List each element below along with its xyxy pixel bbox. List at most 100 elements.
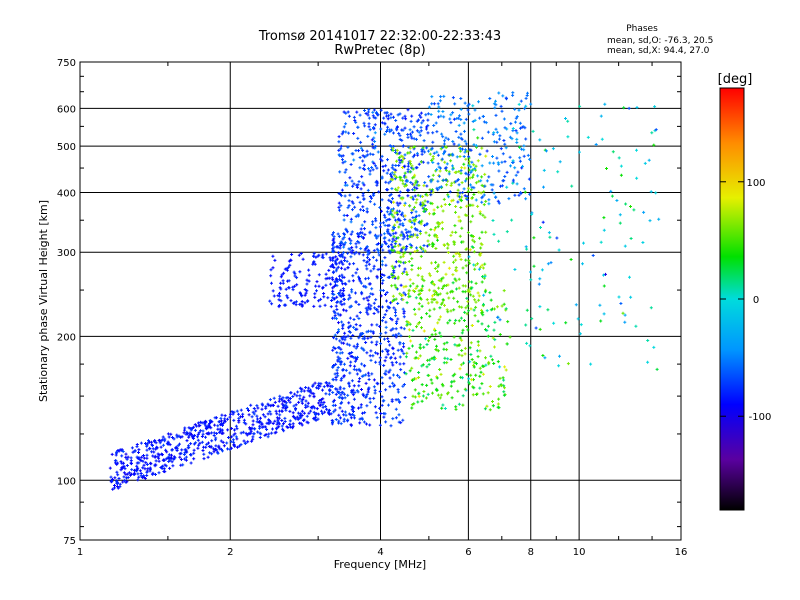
- data-point: [172, 455, 176, 459]
- data-point: [401, 144, 405, 148]
- data-point: [502, 139, 506, 142]
- data-point: [407, 328, 411, 332]
- data-point: [435, 269, 439, 273]
- data-point: [484, 199, 488, 203]
- data-point: [229, 446, 233, 450]
- data-point: [417, 302, 421, 306]
- data-point: [378, 362, 382, 366]
- data-point: [347, 326, 351, 330]
- data-point: [397, 194, 401, 198]
- data-point: [168, 466, 172, 470]
- data-point: [366, 253, 370, 257]
- data-point: [423, 249, 427, 253]
- data-point: [477, 190, 481, 194]
- data-point: [472, 193, 476, 196]
- data-point: [451, 374, 455, 378]
- data-point: [141, 475, 145, 479]
- data-point: [422, 139, 426, 143]
- data-point: [367, 374, 371, 378]
- data-point: [442, 260, 446, 264]
- data-point: [496, 360, 500, 364]
- data-point: [372, 378, 376, 382]
- data-point: [360, 346, 364, 350]
- data-point: [334, 362, 338, 366]
- data-point: [213, 423, 217, 427]
- data-point: [369, 329, 373, 333]
- data-point: [430, 297, 434, 301]
- data-point: [439, 302, 443, 306]
- data-points: [108, 91, 661, 491]
- data-point: [171, 436, 174, 439]
- data-point: [480, 200, 484, 204]
- data-point: [451, 167, 455, 171]
- data-point: [179, 458, 183, 461]
- data-point: [392, 167, 396, 171]
- data-point: [466, 289, 470, 293]
- data-point: [360, 175, 364, 179]
- data-point: [623, 313, 627, 317]
- data-point: [436, 179, 440, 183]
- data-point: [184, 458, 188, 462]
- data-point: [530, 212, 534, 216]
- data-point: [467, 168, 471, 172]
- data-point: [459, 363, 463, 367]
- data-point: [357, 384, 361, 388]
- data-point: [373, 202, 377, 206]
- data-point: [459, 118, 463, 121]
- data-point: [490, 188, 494, 192]
- data-point: [345, 342, 349, 346]
- data-point: [348, 351, 352, 355]
- data-point: [339, 294, 343, 298]
- data-point: [456, 188, 460, 192]
- data-point: [343, 256, 347, 260]
- data-point: [456, 389, 460, 393]
- data-point: [110, 452, 114, 456]
- data-point: [530, 317, 534, 321]
- data-point: [420, 383, 424, 387]
- data-point: [234, 424, 238, 428]
- data-point: [473, 314, 477, 318]
- data-point: [443, 203, 447, 206]
- data-point: [552, 321, 556, 325]
- data-point: [354, 323, 358, 327]
- data-point: [249, 431, 253, 435]
- data-point: [483, 184, 487, 188]
- data-point: [374, 164, 377, 168]
- data-point: [329, 305, 333, 309]
- data-point: [291, 285, 295, 289]
- data-point: [394, 168, 398, 172]
- data-point: [222, 444, 226, 448]
- data-point: [183, 426, 187, 430]
- data-point: [378, 423, 382, 427]
- data-point: [283, 416, 287, 420]
- data-point: [336, 390, 340, 394]
- data-point: [252, 432, 256, 436]
- data-point: [370, 340, 374, 344]
- data-point: [434, 332, 438, 336]
- data-point: [331, 256, 335, 260]
- data-point: [359, 247, 363, 251]
- data-point: [494, 113, 498, 117]
- data-point: [300, 401, 304, 405]
- data-point: [449, 159, 453, 163]
- data-point: [448, 318, 452, 322]
- data-point: [137, 475, 141, 479]
- data-point: [635, 176, 639, 180]
- data-point: [331, 286, 335, 290]
- data-point: [621, 311, 625, 315]
- data-point: [280, 424, 284, 428]
- data-point: [340, 360, 344, 364]
- data-point: [477, 298, 481, 302]
- data-point: [417, 391, 421, 395]
- data-point: [355, 110, 359, 114]
- data-point: [589, 362, 593, 366]
- data-point: [148, 469, 152, 473]
- data-point: [649, 306, 653, 310]
- data-point: [279, 299, 283, 303]
- data-point: [354, 346, 358, 350]
- data-point: [121, 450, 125, 453]
- data-point: [312, 304, 316, 308]
- data-point: [569, 258, 573, 261]
- data-point: [454, 405, 458, 409]
- data-point: [419, 115, 423, 119]
